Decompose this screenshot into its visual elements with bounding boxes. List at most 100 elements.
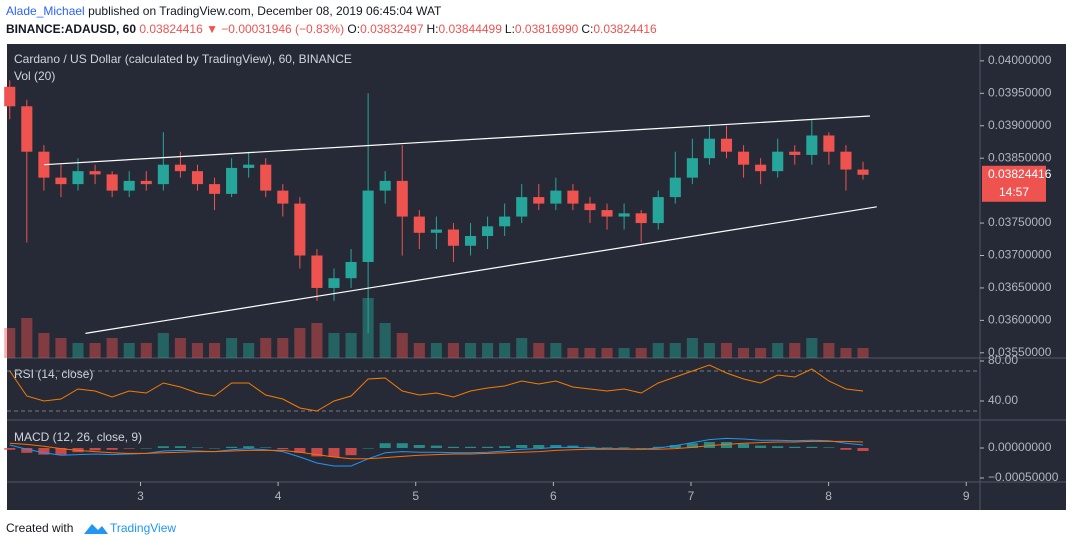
candle-body [738,151,750,165]
macd-histogram-bar [208,448,221,449]
macd-histogram-bar [191,447,204,449]
macd-histogram-bar [89,448,101,451]
candle-body [618,213,630,217]
macd-histogram-bar [789,446,801,449]
candle-body [362,190,374,262]
volume-bar [174,338,186,358]
macd-histogram-bar [857,448,869,451]
x-tick-label: 9 [963,489,970,503]
y-tick-label: 0.04000000 [988,53,1052,67]
candle-body [806,135,818,155]
candle-body [277,190,289,204]
y-tick-label: 0.03950000 [988,85,1052,99]
macd-histogram-bar [38,448,50,455]
volume-bar [140,343,152,358]
countdown: 14:57 [999,185,1029,199]
candle-body [311,255,323,288]
candle-body [328,278,340,288]
macd-histogram-bar [311,448,323,457]
candle-body [208,184,221,194]
candle-body [174,164,186,172]
candle-body [567,190,579,204]
macd-histogram-bar [840,448,852,450]
candle-body [516,197,528,217]
candle-body [55,177,67,185]
candle-body [840,151,852,170]
candle-body [447,229,459,246]
macd-histogram-bar [413,445,425,449]
volume-bar [38,333,50,358]
volume-bar [720,343,733,358]
y-tick-label: 0.03600000 [988,313,1052,327]
macd-line [9,437,864,467]
candle-body [823,135,835,152]
volume-bar [823,343,835,358]
candle-body [857,169,869,175]
macd-histogram-bar [243,446,255,449]
volume-bar [311,323,323,358]
volume-bar [755,348,767,358]
rsi-line [9,364,864,412]
candle-body [533,197,545,204]
candle-body [635,213,647,224]
author[interactable]: Alade_Michael [6,4,85,18]
candle-body [755,164,767,172]
volume-bar [89,343,101,358]
macd-histogram-bar [55,448,67,455]
macd-histogram-bar [345,448,357,456]
candle-body [89,171,101,175]
volume-bar [243,343,255,358]
volume-bar [618,348,630,358]
macd-histogram-bar [482,446,494,449]
chart-title: Cardano / US Dollar (calculated by Tradi… [14,52,352,66]
volume-bar [635,348,647,358]
macd-histogram-bar [379,443,391,449]
y-tick-label: 0.03650000 [988,280,1052,294]
y-tick-label: 40.00 [988,393,1018,407]
macd-histogram-bar [669,445,681,449]
ohlc-value: 0.03816990 [514,22,579,36]
volume-bar [294,328,306,358]
macd-histogram-bar [106,448,118,450]
macd-histogram-bar [464,446,477,449]
volume-bar [789,343,801,358]
y-tick-label: 0.03700000 [988,248,1052,262]
macd-histogram-bar [823,447,835,449]
footer-brand[interactable]: TradingView [110,521,176,535]
macd-histogram-bar [328,448,340,457]
candle-body [260,164,272,191]
y-tick-label: 80.00 [988,353,1018,367]
volume-bar [857,348,869,358]
macd-histogram-bar [447,446,459,449]
candle-body [72,171,84,185]
ohlc-value: 0.03832497 [360,22,424,36]
y-tick-label: 0.00000000 [988,440,1052,454]
volume-bar [499,343,511,358]
macd-histogram-bar [550,445,562,449]
volume-bar [447,343,459,358]
macd-histogram-bar [157,446,169,449]
volume-bar [584,348,596,358]
ohlc-value: 0.03844499 [438,22,502,36]
volume-bar [482,343,494,358]
volume-bar [550,343,562,358]
candle-body [157,164,169,185]
candle-body [669,177,681,198]
volume-bar [4,328,16,358]
macd-histogram-bar [516,445,528,449]
macd-histogram-bar [720,442,733,449]
volume-bar [157,333,169,358]
y-tick-label: 0.03900000 [988,118,1052,132]
x-tick-label: 3 [137,489,144,503]
macd-histogram-bar [618,447,630,449]
candle-body [772,151,784,172]
quote-line: BINANCE:ADAUSD, 60 0.03824416 ▼ −0.00031… [6,22,660,36]
candle-body [123,180,135,191]
x-tick-label: 8 [825,489,832,503]
ohlc-label: C: [581,22,594,36]
macd-histogram-bar [260,447,272,449]
volume-bar [55,338,67,358]
publish-line: Alade_Michael published on TradingView.c… [6,4,441,18]
